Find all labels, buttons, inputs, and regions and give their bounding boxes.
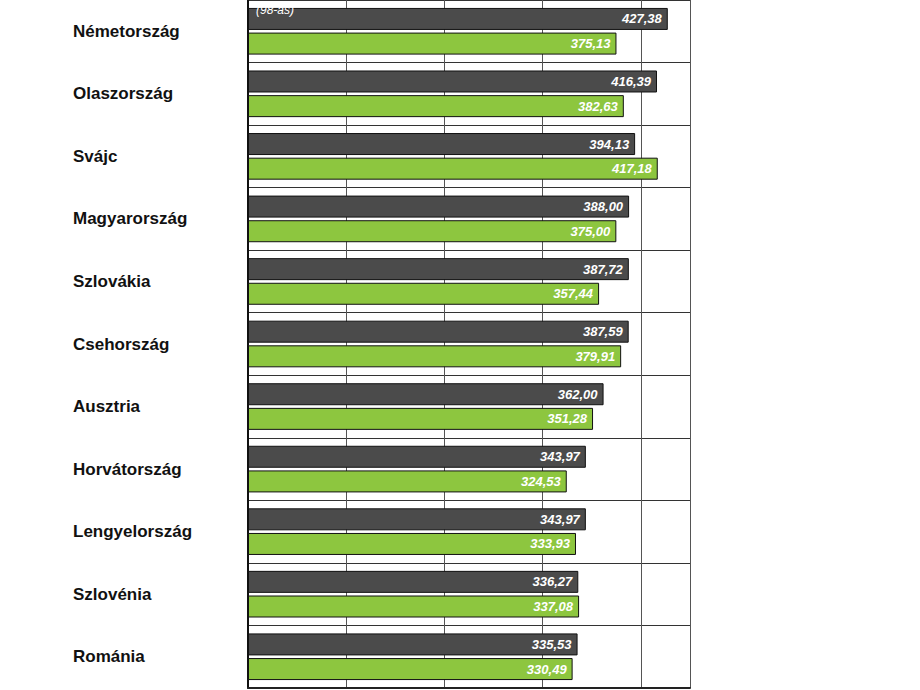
svg-text:417,18: 417,18: [611, 161, 653, 176]
svg-text:Magyarország: Magyarország: [73, 209, 187, 228]
svg-text:Csehország: Csehország: [73, 335, 169, 354]
svg-text:Horvátország: Horvátország: [73, 460, 182, 479]
svg-text:394,13: 394,13: [589, 137, 630, 152]
svg-text:375,13: 375,13: [571, 36, 612, 51]
svg-text:Ausztria: Ausztria: [73, 397, 141, 416]
svg-text:382,63: 382,63: [578, 99, 619, 114]
svg-text:379,91: 379,91: [575, 349, 615, 364]
svg-text:336,27: 336,27: [533, 574, 574, 589]
svg-text:Szlovénia: Szlovénia: [73, 585, 152, 604]
svg-text:Németország: Németország: [73, 22, 180, 41]
svg-text:387,59: 387,59: [583, 324, 624, 339]
svg-text:343,97: 343,97: [540, 449, 581, 464]
svg-text:343,97: 343,97: [540, 512, 581, 527]
svg-text:Románia: Románia: [73, 647, 145, 666]
svg-text:333,93: 333,93: [530, 536, 571, 551]
svg-text:357,44: 357,44: [553, 286, 594, 301]
svg-text:387,72: 387,72: [583, 262, 624, 277]
svg-text:335,53: 335,53: [532, 637, 573, 652]
svg-text:351,28: 351,28: [547, 411, 588, 426]
svg-text:337,08: 337,08: [533, 599, 574, 614]
svg-text:Lengyelország: Lengyelország: [73, 522, 192, 541]
svg-text:Olaszország: Olaszország: [73, 84, 173, 103]
svg-text:324,53: 324,53: [521, 474, 562, 489]
svg-text:362,00: 362,00: [558, 387, 599, 402]
svg-text:330,49: 330,49: [527, 662, 568, 677]
svg-text:Szlovákia: Szlovákia: [73, 272, 151, 291]
svg-text:427,38: 427,38: [621, 11, 663, 26]
svg-text:416,39: 416,39: [610, 74, 652, 89]
svg-text:(98-as): (98-as): [256, 3, 294, 17]
svg-text:Svájc: Svájc: [73, 147, 117, 166]
svg-text:388,00: 388,00: [583, 199, 624, 214]
svg-text:375,00: 375,00: [571, 224, 612, 239]
